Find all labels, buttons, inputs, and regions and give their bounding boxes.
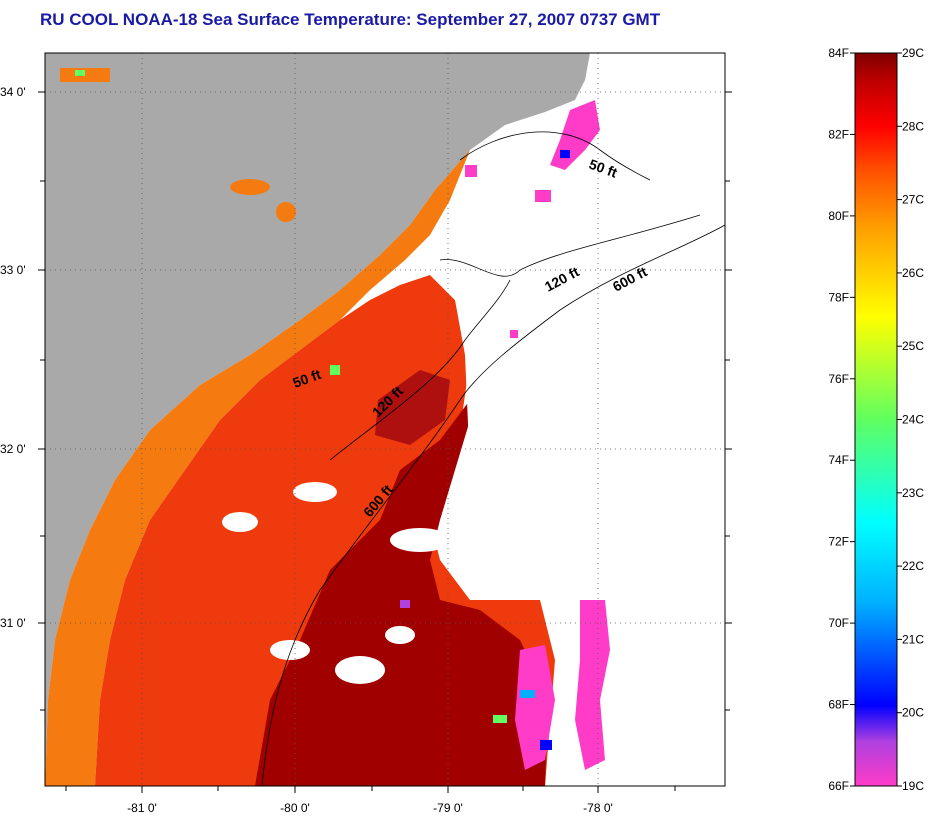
colorbar-c-label: 19C [902,779,924,793]
lat-label-31: 31 0' [0,616,26,630]
cold-patch-4 [465,165,477,177]
isobath-120ft [329,214,701,461]
cold-patch-5 [510,330,518,338]
speckle-4 [540,740,552,750]
colorbar-c-label: 20C [902,706,924,720]
cloud-patch-1 [390,528,450,552]
colorbar-f-label: 74F [828,453,849,467]
grid-lines [45,53,725,786]
colorbar-c-label: 26C [902,266,924,280]
colorbar-c-label: 23C [902,486,924,500]
speckle-3 [520,690,535,698]
lon-label-80: -80 0' [280,801,310,815]
speckle-1 [75,70,85,76]
color-bar [854,52,898,787]
map-panel: 50 ft 50 ft 120 ft 120 ft 600 ft 600 ft [45,53,725,786]
colorbar-c-label: 29C [902,46,924,60]
cloud-patch-2 [293,482,337,502]
colorbar-c-label: 24C [902,413,924,427]
cloud-patch-6 [385,626,415,644]
speckle-6 [493,715,507,723]
colorbar-c-label: 22C [902,559,924,573]
colorbar-f-label: 72F [828,535,849,549]
cloud-patch-5 [270,640,310,660]
speckle-5 [560,150,570,158]
cloud-mask-north [430,95,725,590]
colorbar-f-label: 78F [828,290,849,304]
color-bar-ticks [850,52,902,787]
sst-coastal-band [45,150,470,786]
map-frame [44,52,726,787]
lon-label-78: -78 0' [583,801,613,815]
color-bar-celsius-labels: 29C 28C 27C 26C 25C 24C 23C 22C 21C 20C 19C [902,46,924,793]
cold-patch-south-2 [515,645,555,770]
colorbar-c-label: 28C [902,119,924,133]
colorbar-f-label: 84F [828,46,849,60]
colorbar-f-label: 70F [828,616,849,630]
colorbar-f-label: 82F [828,127,849,141]
sst-gulf-stream-inner [375,370,450,445]
inland-lake-3 [276,202,296,222]
colorbar-f-label: 76F [828,372,849,386]
lon-label-81: -81 0' [127,801,157,815]
colorbar-c-label: 27C [902,193,924,207]
isobath-600ft [261,224,725,786]
cloud-patch-3 [222,512,258,532]
speckle-2 [330,365,340,375]
cloud-patch-4 [335,656,385,684]
isobath-50ft [459,131,651,181]
lon-ticks [65,786,676,793]
inland-lake-2 [230,179,270,195]
lat-label-34: 34 0' [0,85,26,99]
lat-label-32: 32 0' [0,442,26,456]
sst-gulf-stream [255,355,548,786]
colorbar-f-label: 68F [828,698,849,712]
lon-label-79: -79 0' [433,801,463,815]
cold-patch-3 [535,190,551,202]
speckle-7 [400,600,410,608]
lat-ticks [38,91,732,711]
color-bar-fahrenheit-labels: 84F 82F 80F 78F 76F 74F 72F 70F 68F 66F [828,46,849,793]
land-mass [45,53,590,786]
colorbar-f-label: 80F [828,209,849,223]
lat-label-33: 33 0' [0,263,26,277]
cold-patch-south-1 [575,600,610,770]
colorbar-c-label: 21C [902,632,924,646]
colorbar-f-label: 66F [828,779,849,793]
colorbar-c-label: 25C [902,339,924,353]
map-title: RU COOL NOAA-18 Sea Surface Temperature:… [40,10,661,29]
